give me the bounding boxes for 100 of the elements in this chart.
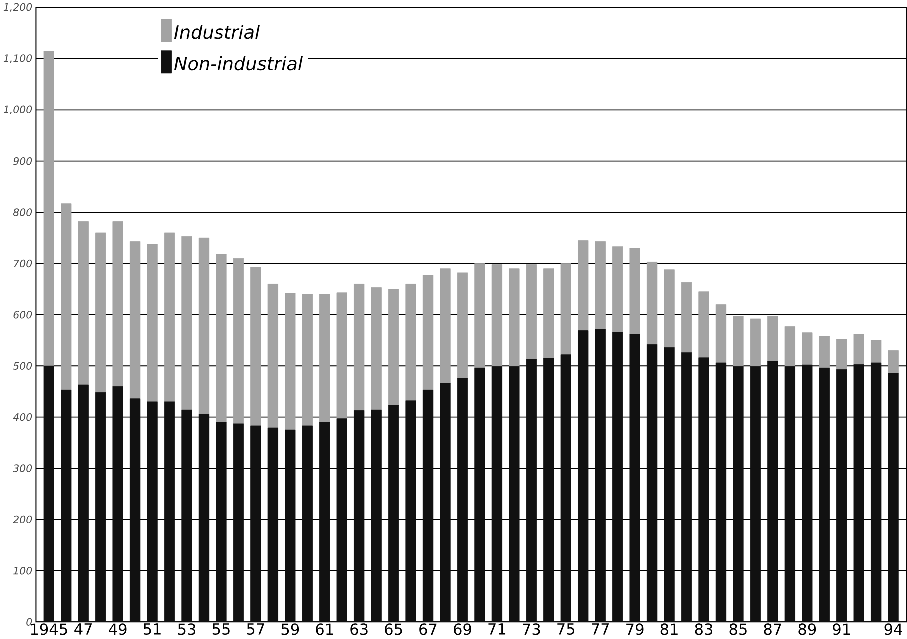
bar: [44, 366, 54, 622]
bar: [457, 378, 468, 622]
legend-label: Industrial: [174, 25, 260, 40]
x-tick-label: 47: [74, 624, 92, 635]
x-tick-label: 91: [833, 624, 850, 636]
legend-label: Non-industrial: [174, 56, 303, 71]
bar: [250, 267, 262, 426]
bar: [698, 358, 710, 622]
bar: [836, 339, 848, 370]
bar: [198, 414, 210, 622]
y-tick-label: 200: [13, 516, 32, 524]
bar: [836, 370, 848, 622]
x-tick-label: 65: [385, 624, 402, 636]
bar: [784, 366, 796, 622]
bar: [440, 384, 451, 622]
bar: [888, 350, 899, 374]
y-tick-label: 100: [14, 567, 32, 575]
bar: [854, 334, 864, 365]
bar: [888, 373, 899, 622]
bar: [320, 422, 330, 622]
x-tick-label: 81: [660, 624, 678, 636]
bar: [750, 319, 762, 368]
bar: [96, 233, 106, 394]
bar: [440, 268, 451, 384]
bar: [526, 359, 537, 622]
bar: [492, 264, 503, 368]
x-tick-label: 1945: [31, 624, 68, 636]
bar: [526, 264, 537, 360]
bar: [646, 262, 658, 346]
bar: [595, 242, 606, 330]
bar: [336, 418, 348, 622]
bar: [578, 240, 589, 332]
bar: [388, 406, 400, 622]
bar: [768, 316, 778, 362]
bar: [216, 254, 227, 423]
bar: [302, 426, 313, 622]
bar: [320, 294, 330, 423]
x-tick-label: 71: [488, 624, 506, 635]
x-tick-label: 67: [420, 624, 437, 636]
bar: [182, 410, 192, 622]
bar: [233, 424, 244, 622]
bar: [578, 330, 589, 622]
bar: [112, 222, 124, 387]
bar: [164, 233, 176, 402]
bar: [784, 326, 796, 368]
x-tick-label: 94: [884, 624, 902, 636]
bar: [664, 348, 675, 622]
x-tick-label: 53: [178, 624, 196, 636]
y-tick-label: 700: [14, 260, 32, 268]
bar: [233, 258, 244, 424]
bar: [198, 238, 210, 415]
x-tick-label: 57: [247, 624, 264, 636]
bar: [354, 284, 365, 412]
bar: [750, 366, 762, 622]
bar: [457, 272, 468, 379]
bar: [147, 402, 158, 622]
y-tick-label: 0: [26, 618, 32, 626]
x-tick-label: 79: [626, 624, 644, 636]
bar: [268, 428, 278, 622]
bar: [371, 410, 382, 622]
bar: [854, 364, 864, 622]
x-tick-label: 85: [730, 624, 747, 636]
bar: [285, 430, 296, 622]
bar: [250, 426, 262, 622]
bar: [147, 244, 158, 402]
bar: [733, 316, 744, 368]
bar: [406, 400, 416, 622]
bar: [336, 292, 348, 420]
bar: [371, 288, 382, 411]
y-tick-label: 800: [13, 208, 32, 217]
bar: [422, 275, 434, 391]
x-tick-label: 49: [109, 624, 127, 636]
x-tick-label: 89: [798, 624, 816, 636]
bar: [595, 329, 606, 622]
bar: [802, 332, 813, 366]
bar: [61, 204, 72, 391]
bar: [474, 368, 486, 622]
bar: [268, 284, 278, 428]
bar: [612, 246, 624, 333]
bar: [646, 344, 658, 622]
bar: [216, 422, 227, 622]
bar: [474, 264, 486, 369]
y-tick-label: 400: [13, 414, 32, 422]
bar: [681, 352, 692, 622]
bar: [78, 385, 89, 622]
bar: [733, 366, 744, 622]
bar: [285, 293, 296, 431]
x-tick-label: 83: [695, 624, 713, 636]
bar: [630, 334, 640, 622]
bar: [96, 392, 106, 622]
x-tick-label: 59: [282, 624, 300, 636]
bar: [560, 354, 572, 622]
bar: [61, 390, 72, 622]
x-tick-label: 87: [764, 624, 782, 636]
bar: [112, 386, 124, 622]
bar: [612, 332, 624, 622]
bar: [819, 336, 830, 369]
bar: [681, 282, 692, 354]
x-tick-label: 69: [454, 624, 472, 636]
x-tick-label: 63: [350, 624, 368, 636]
